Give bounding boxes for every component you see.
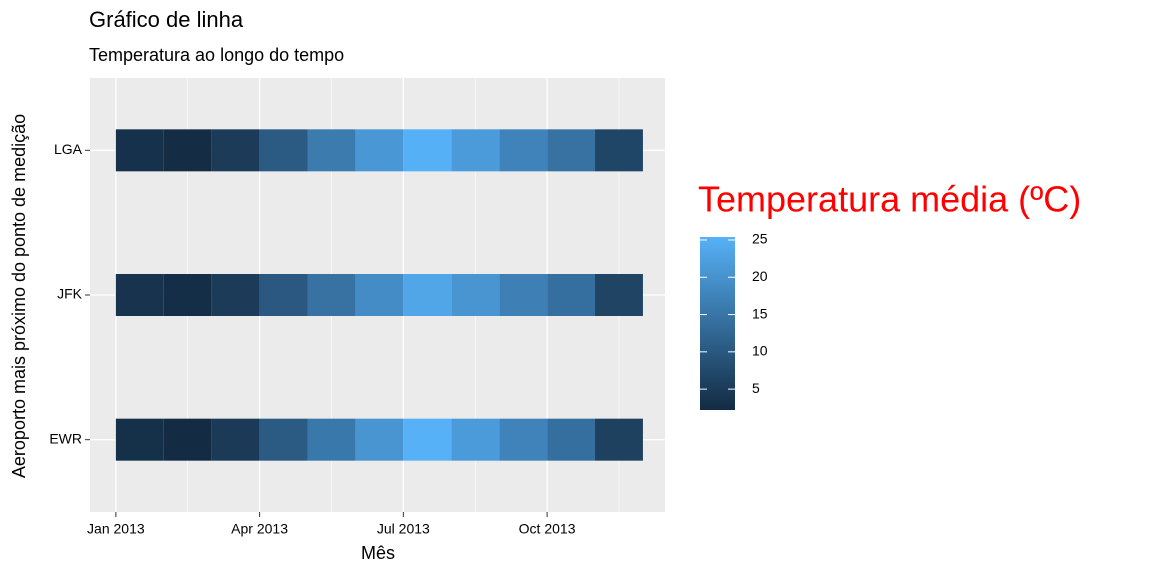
- y-tick-label: JFK: [57, 286, 83, 302]
- tile: [355, 274, 404, 316]
- tile: [307, 418, 356, 461]
- chart-title: Gráfico de linha: [89, 7, 244, 32]
- colorbar-label: 5: [752, 380, 760, 396]
- x-tick-label: Jan 2013: [87, 521, 145, 537]
- tile: [499, 129, 548, 172]
- tile: [259, 274, 308, 316]
- x-tick-label: Jul 2013: [377, 521, 430, 537]
- colorbar-label: 10: [752, 343, 768, 359]
- x-tick-label: Apr 2013: [231, 521, 288, 537]
- tile: [547, 129, 596, 172]
- tile: [451, 418, 500, 461]
- tile: [355, 129, 404, 172]
- tile: [403, 418, 452, 461]
- tile: [115, 274, 164, 316]
- tile: [499, 274, 548, 316]
- legend-title: Temperatura média (ºC): [698, 179, 1081, 220]
- y-axis-label: Aeroporto mais próximo do ponto de mediç…: [9, 114, 29, 478]
- tile: [355, 418, 404, 461]
- tile: [307, 129, 356, 172]
- tile: [115, 129, 164, 172]
- tile: [211, 129, 260, 172]
- tile: [259, 418, 308, 461]
- tile: [211, 418, 260, 461]
- tile: [115, 418, 164, 461]
- tile: [163, 418, 212, 461]
- tile: [403, 274, 452, 316]
- x-tick-label: Oct 2013: [519, 521, 576, 537]
- tile: [403, 129, 452, 172]
- y-tick-label: LGA: [54, 141, 83, 157]
- tile: [163, 274, 212, 316]
- colorbar-label: 25: [752, 231, 768, 247]
- tile: [547, 418, 596, 461]
- colorbar: [700, 237, 735, 410]
- colorbar-label: 15: [752, 305, 768, 321]
- tile: [451, 274, 500, 316]
- tile: [547, 274, 596, 316]
- tile: [211, 274, 260, 316]
- x-axis-label: Mês: [361, 543, 395, 563]
- tile: [499, 418, 548, 461]
- tile: [259, 129, 308, 172]
- tile: [163, 129, 212, 172]
- tile: [307, 274, 356, 316]
- chart-subtitle: Temperatura ao longo do tempo: [89, 45, 344, 65]
- tile: [595, 129, 643, 172]
- tile: [451, 129, 500, 172]
- tile: [595, 274, 643, 316]
- tile: [595, 418, 643, 461]
- colorbar-label: 20: [752, 268, 768, 284]
- y-tick-label: EWR: [49, 430, 82, 446]
